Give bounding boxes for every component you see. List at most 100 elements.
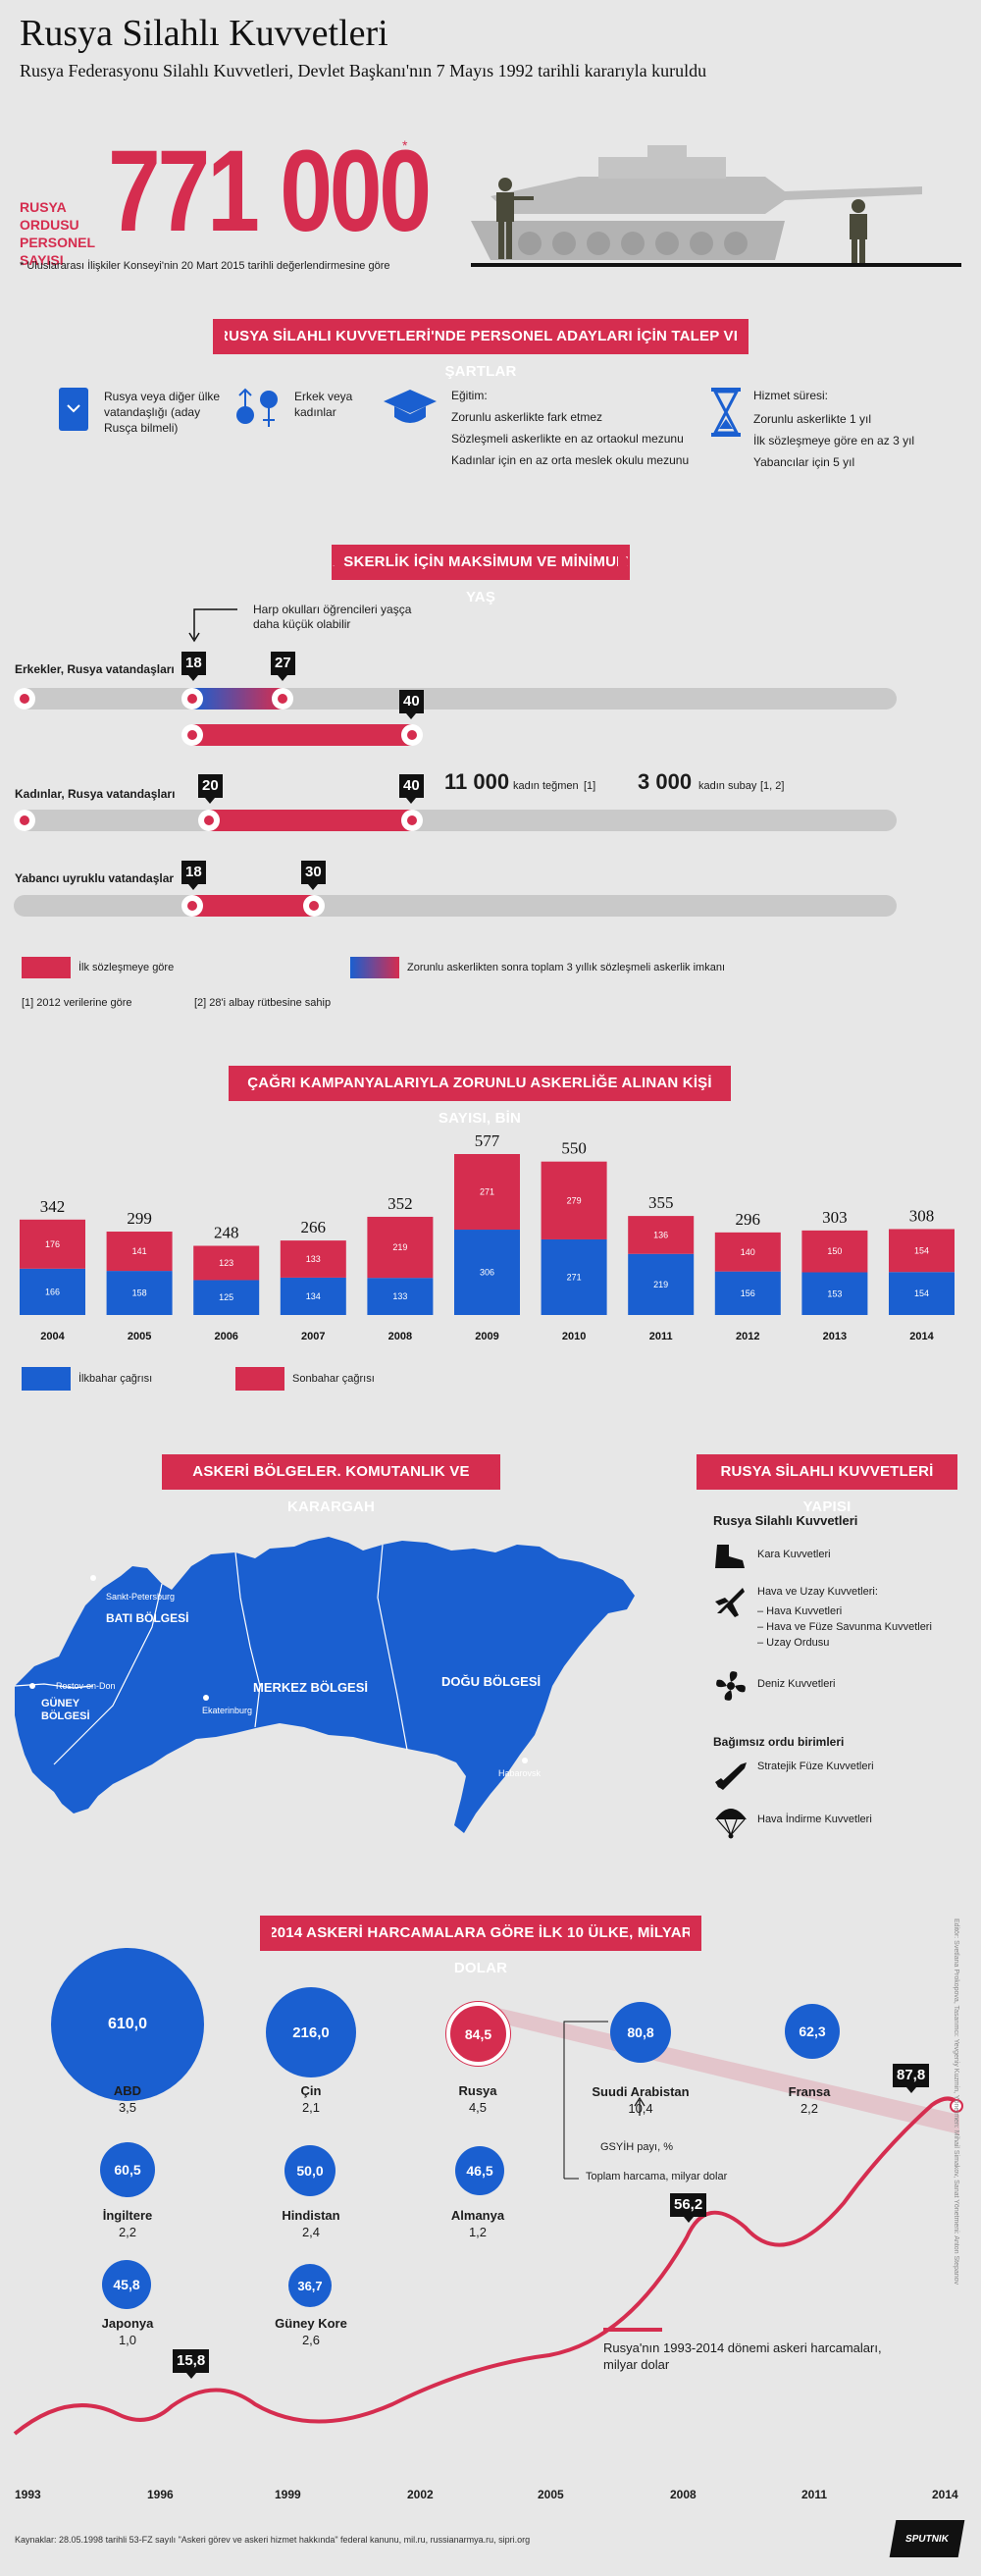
spending-value-south-korea: 36,7 xyxy=(297,2278,323,2293)
russia-map xyxy=(15,1537,635,1833)
structure-air-item-1: – Hava Kuvvetleri xyxy=(757,1605,843,1617)
bar-total-2014: 308 xyxy=(909,1206,935,1225)
age-dot-men-min xyxy=(181,688,203,710)
missile-icon xyxy=(715,1762,747,1790)
age-contract-men xyxy=(192,724,412,746)
legend-label-gradient: Zorunlu askerlikten sonra toplam 3 yıllı… xyxy=(407,962,726,973)
gender-icon xyxy=(236,388,278,427)
age-tag-men-contract: 40 xyxy=(399,690,424,719)
bar-label-autumn-2006: 123 xyxy=(219,1258,233,1268)
service-item-3: Yabancılar için 5 yıl xyxy=(753,455,855,469)
chart-legend-spring-label: İlkbahar çağrısı xyxy=(78,1373,153,1385)
bar-total-2009: 577 xyxy=(475,1131,500,1150)
structure-land: Kara Kuvvetleri xyxy=(757,1549,831,1560)
bar-spring-2012 xyxy=(714,1271,781,1315)
hourglass-icon xyxy=(711,388,741,437)
axis-year-1996: 1996 xyxy=(147,2488,174,2501)
age-dot-foreign-min xyxy=(181,895,203,917)
city-label-habarovsk: Habarovsk xyxy=(498,1768,542,1778)
bar-label-spring-2006: 125 xyxy=(219,1292,233,1302)
country-share-japan: 1,0 xyxy=(118,2333,137,2347)
bar-total-2012: 296 xyxy=(736,1210,761,1229)
conscription-bar-chart: 166 176 342 2004 158 141 299 2005 125 123 248 2006 1… xyxy=(20,1131,955,1342)
country-share-russia: 4,5 xyxy=(468,2100,488,2115)
peak-tag-2008: 56,2 xyxy=(670,2193,707,2223)
spending-bubble-south-korea: 36,7 xyxy=(288,2264,332,2307)
age-contract-foreign xyxy=(192,895,314,917)
parachute-icon xyxy=(715,1809,747,1839)
sputnik-logo: SPUTNIK xyxy=(889,2520,965,2557)
bar-label-autumn-2007: 133 xyxy=(306,1254,321,1264)
ages-title: ASKERLİK İÇİN MAKSİMUM VE MİNİMUM YAŞ xyxy=(332,545,630,605)
women-officers-count: 11 000 xyxy=(444,769,510,794)
structure-navy: Deniz Kuvvetleri xyxy=(757,1678,836,1690)
city-label-st-petersburg: Sankt-Petersburg xyxy=(106,1592,176,1602)
age-dot-women-start xyxy=(14,810,35,831)
women-nco-count: 3 000 xyxy=(638,769,693,794)
tank-illustration xyxy=(471,145,961,267)
bar-label-autumn-2005: 141 xyxy=(132,1246,147,1256)
bar-total-2005: 299 xyxy=(127,1209,152,1228)
age-tag-women-max: 40 xyxy=(399,774,424,804)
age-tag-men-max: 27 xyxy=(271,652,295,681)
axis-year-1999: 1999 xyxy=(275,2488,301,2501)
bar-autumn-2009 xyxy=(454,1154,520,1231)
bar-autumn-2007 xyxy=(280,1240,346,1278)
age-tag-women-min: 20 xyxy=(198,774,223,804)
bar-label-spring-2007: 134 xyxy=(306,1291,321,1301)
structure-title: RUSYA SİLAHLI KUVVETLERİ YAPISI xyxy=(697,1454,957,1515)
spending-bubble-france: 62,3 xyxy=(785,2004,840,2059)
country-name-france: Fransa xyxy=(788,2084,831,2099)
country-share-usa: 3,5 xyxy=(118,2100,137,2115)
service-item-2: İlk sözleşmeye göre en az 3 yıl xyxy=(753,434,915,447)
women-officers-label: kadın teğmen xyxy=(513,780,579,792)
bar-label-autumn-2009: 271 xyxy=(480,1187,494,1197)
total-spending-label: Toplam harcama, milyar dolar xyxy=(586,2171,728,2182)
age-tag-men-min: 18 xyxy=(181,652,206,681)
bar-year-2004: 2004 xyxy=(40,1331,65,1342)
bar-label-spring-2010: 271 xyxy=(567,1272,582,1282)
bar-year-2005: 2005 xyxy=(128,1331,151,1342)
bar-year-2006: 2006 xyxy=(214,1331,237,1342)
line-legend: Rusya'nın 1993-2014 dönemi askeri harcam… xyxy=(603,2340,882,2372)
bar-label-spring-2008: 133 xyxy=(392,1291,407,1301)
spending-title: 2014 ASKERİ HARCAMALARA GÖRE İLK 10 ÜLKE… xyxy=(260,1916,701,1976)
regions-title: ASKERİ BÖLGELER. KOMUTANLIK VE KARARGAH xyxy=(162,1454,500,1515)
education-item-1: Zorunlu askerlikte fark etmez xyxy=(451,410,603,424)
country-share-france: 2,2 xyxy=(800,2101,819,2116)
legend-label-contract: İlk sözleşmeye göre xyxy=(78,962,175,973)
personnel-asterisk: * xyxy=(402,137,408,153)
bar-label-autumn-2010: 279 xyxy=(567,1195,582,1205)
bar-total-2011: 355 xyxy=(648,1193,674,1212)
bar-label-spring-2014: 154 xyxy=(914,1288,929,1298)
spending-value-france: 62,3 xyxy=(799,2024,826,2039)
age-dot-men-max xyxy=(272,688,293,710)
age-ref-1: [1] 2012 verilerine göre xyxy=(22,997,132,1009)
age-tag-foreign-min: 18 xyxy=(181,861,206,890)
graduation-cap-icon xyxy=(384,390,437,423)
age-row-label-men: Erkekler, Rusya vatandaşları xyxy=(15,662,175,676)
bar-spring-2004 xyxy=(20,1268,85,1315)
country-share-germany: 1,2 xyxy=(468,2225,488,2239)
page-title: Rusya Silahlı Kuvvetleri xyxy=(20,13,388,54)
bar-autumn-2008 xyxy=(367,1216,434,1279)
bar-spring-2013 xyxy=(801,1272,868,1315)
age-dot-women-max xyxy=(401,810,423,831)
bar-year-2011: 2011 xyxy=(649,1331,673,1342)
sputnik-logo-text: SPUTNIK xyxy=(904,2533,950,2545)
spending-value-japan: 45,8 xyxy=(113,2277,140,2292)
bar-label-autumn-2011: 136 xyxy=(653,1230,668,1239)
bar-total-2007: 266 xyxy=(301,1218,327,1236)
gender-text: Erkek veya kadınlar xyxy=(294,390,353,419)
region-label-east: DOĞU BÖLGESİ xyxy=(441,1674,542,1689)
bar-label-autumn-2004: 176 xyxy=(45,1239,60,1249)
legend-swatch-gradient xyxy=(350,957,399,978)
women-nco-ref: [1, 2] xyxy=(760,780,785,792)
bar-total-2013: 303 xyxy=(822,1208,848,1227)
structure-missile: Stratejik Füze Kuvvetleri xyxy=(757,1761,874,1772)
peak-tag-2014: 87,8 xyxy=(893,2064,930,2093)
bar-total-2010: 550 xyxy=(561,1139,587,1158)
spending-bubble-saudi: 80,8 xyxy=(610,2002,671,2063)
personnel-number-value: 771 000 xyxy=(108,127,432,256)
education-item-3: Kadınlar için en az orta meslek okulu me… xyxy=(451,453,690,467)
